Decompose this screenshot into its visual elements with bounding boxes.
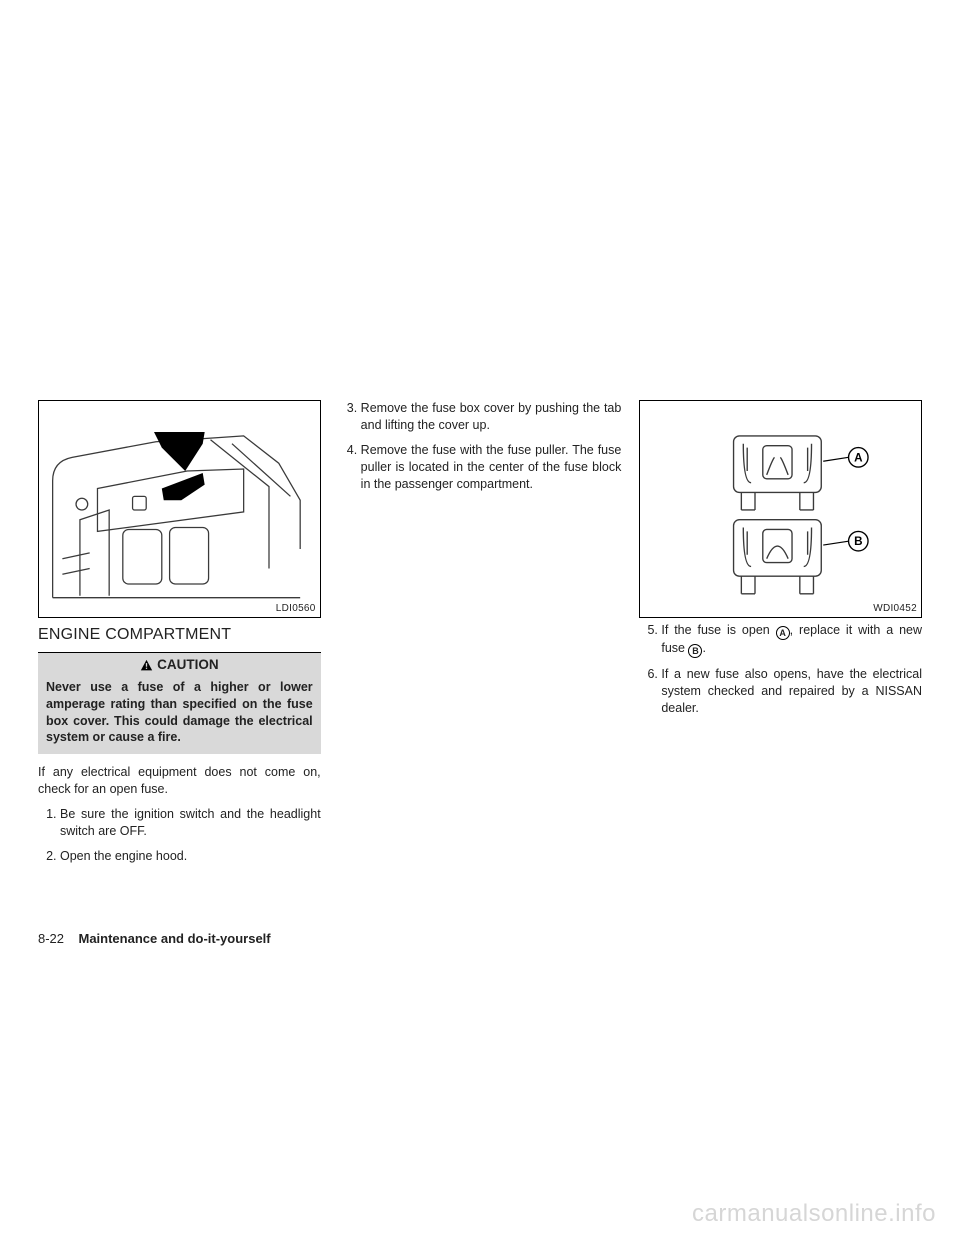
step-4: Remove the fuse with the fuse puller. Th… [361, 442, 622, 493]
column-3: A [639, 400, 922, 960]
section-title: ENGINE COMPARTMENT [38, 624, 321, 646]
caution-header: CAUTION [38, 653, 321, 675]
marker-a: A [854, 451, 863, 464]
figure-label-left: LDI0560 [276, 602, 316, 616]
marker-b: B [854, 535, 862, 548]
page-footer: 8-22 Maintenance and do-it-yourself [38, 931, 271, 946]
step-5-end: . [702, 641, 705, 655]
circled-b-icon: B [688, 644, 702, 658]
footer-section: Maintenance and do-it-yourself [78, 931, 270, 946]
fuse-diagram-svg: A [640, 401, 921, 617]
caution-body: Never use a fuse of a higher or lower am… [38, 675, 321, 755]
step-2: Open the engine hood. [60, 848, 321, 865]
column-2: Remove the fuse box cover by pushing the… [339, 400, 622, 960]
circled-a-icon: A [776, 626, 790, 640]
steps-col3: If the fuse is open A, replace it with a… [639, 622, 922, 717]
caution-label: CAUTION [157, 656, 219, 674]
figure-engine-compartment: LDI0560 [38, 400, 321, 618]
content-columns: LDI0560 ENGINE COMPARTMENT CAUTION Never… [38, 400, 922, 960]
step-5: If the fuse is open A, replace it with a… [661, 622, 922, 658]
page-number: 8-22 [38, 931, 64, 946]
step-3: Remove the fuse box cover by pushing the… [361, 400, 622, 434]
figure-fuse: A [639, 400, 922, 618]
watermark: carmanualsonline.info [692, 1200, 936, 1228]
step-1: Be sure the ignition switch and the head… [60, 806, 321, 840]
intro-paragraph: If any electrical equipment does not com… [38, 764, 321, 798]
step-5-pre: If the fuse is open [661, 623, 775, 637]
warning-icon [140, 659, 153, 672]
steps-col2: Remove the fuse box cover by pushing the… [339, 400, 622, 492]
figure-label-right: WDI0452 [873, 602, 917, 616]
caution-box: CAUTION Never use a fuse of a higher or … [38, 652, 321, 755]
column-1: LDI0560 ENGINE COMPARTMENT CAUTION Never… [38, 400, 321, 960]
engine-diagram-svg [39, 401, 320, 617]
manual-page: LDI0560 ENGINE COMPARTMENT CAUTION Never… [0, 0, 960, 1242]
step-6: If a new fuse also opens, have the elect… [661, 666, 922, 717]
steps-col1: Be sure the ignition switch and the head… [38, 806, 321, 865]
